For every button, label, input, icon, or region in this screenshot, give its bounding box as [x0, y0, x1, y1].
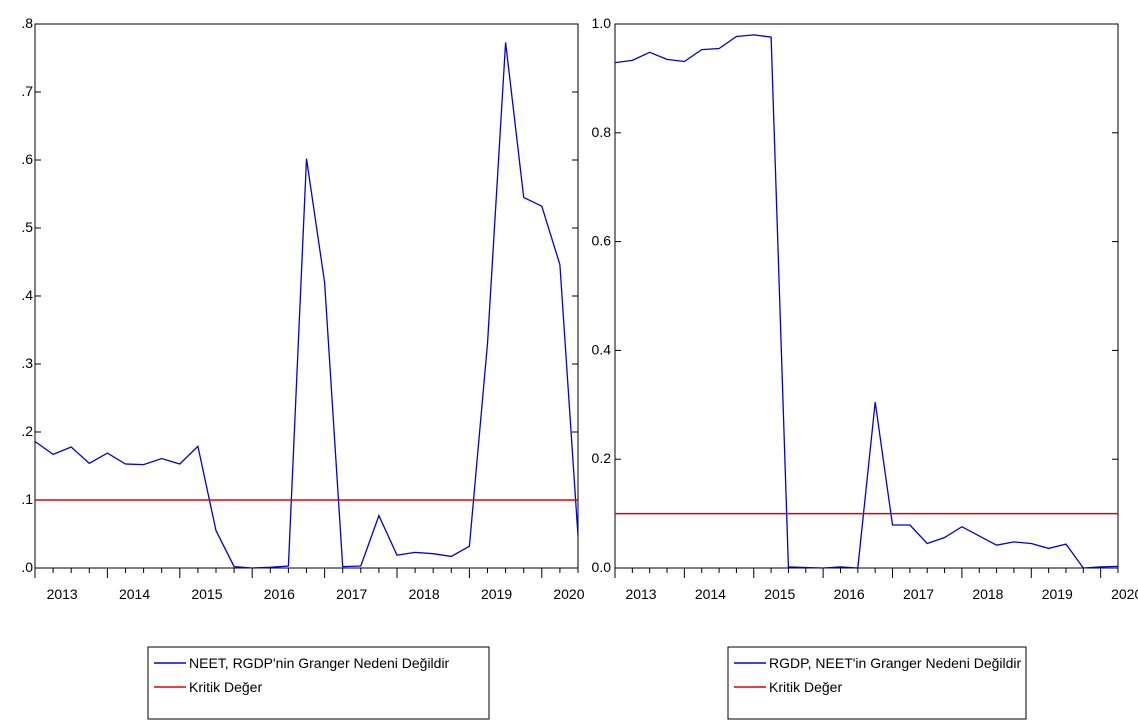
legend-box — [727, 646, 1027, 720]
x-tick-label: 2014 — [695, 586, 726, 602]
y-tick-label: .7 — [21, 83, 33, 99]
legend-label: Kritik Değer — [769, 679, 842, 695]
x-tick-label: 2017 — [336, 586, 367, 602]
y-tick-label: .4 — [21, 287, 33, 303]
x-tick-label: 2018 — [409, 586, 440, 602]
y-tick-label: .6 — [21, 151, 33, 167]
x-tick-label: 2015 — [191, 586, 222, 602]
legend: NEET, RGDP'nin Granger Nedeni Değildir Kr… — [147, 646, 490, 720]
chart-panel-1: .0 .1 .2 .3 .4 .5 .6 .7 .8 2013 2014 2015 2016 2017 20… — [21, 15, 585, 720]
y-tick-label: 0.0 — [592, 559, 612, 575]
y-tick-label: 0.8 — [592, 124, 612, 140]
y-tick-label: 0.6 — [592, 233, 612, 249]
y-tick-label: 0.2 — [592, 450, 612, 466]
x-tick-label: 2014 — [119, 586, 150, 602]
x-tick-label: 2019 — [1042, 586, 1073, 602]
legend: RGDP, NEET'in Granger Nedeni Değildir Kri… — [727, 646, 1027, 720]
x-tick-label: 2013 — [47, 586, 78, 602]
chart-panel-2: 0.0 0.2 0.4 0.6 0.8 1.0 2013 2014 2015 2016 2017 20… — [592, 15, 1138, 720]
y-tick-label: .2 — [21, 423, 33, 439]
y-tick-label: 1.0 — [592, 15, 612, 31]
legend-label: RGDP, NEET'in Granger Nedeni Değildir — [769, 655, 1022, 671]
x-tick-label: 2020 — [1111, 586, 1138, 602]
y-tick-label: .8 — [21, 15, 33, 31]
x-tick-label: 2013 — [625, 586, 656, 602]
y-tick-label: 0.4 — [592, 341, 612, 357]
x-tick-label: 2018 — [972, 586, 1003, 602]
x-tick-label: 2020 — [553, 586, 584, 602]
x-tick-label: 2017 — [903, 586, 934, 602]
legend-label: NEET, RGDP'nin Granger Nedeni Değildir — [189, 655, 450, 671]
x-tick-label: 2019 — [481, 586, 512, 602]
x-tick-label: 2015 — [764, 586, 795, 602]
legend-label: Kritik Değer — [189, 679, 262, 695]
y-tick-label: .0 — [21, 559, 33, 575]
legend-box — [147, 646, 490, 720]
plot-frame — [614, 23, 1119, 569]
y-tick-label: .5 — [21, 219, 33, 235]
y-tick-label: .1 — [21, 491, 33, 507]
plot-frame — [34, 23, 579, 569]
series-line-1 — [614, 34, 1119, 569]
x-tick-label: 2016 — [834, 586, 865, 602]
y-tick-label: .3 — [21, 355, 33, 371]
series-line-1 — [34, 42, 579, 569]
x-tick-label: 2016 — [264, 586, 295, 602]
